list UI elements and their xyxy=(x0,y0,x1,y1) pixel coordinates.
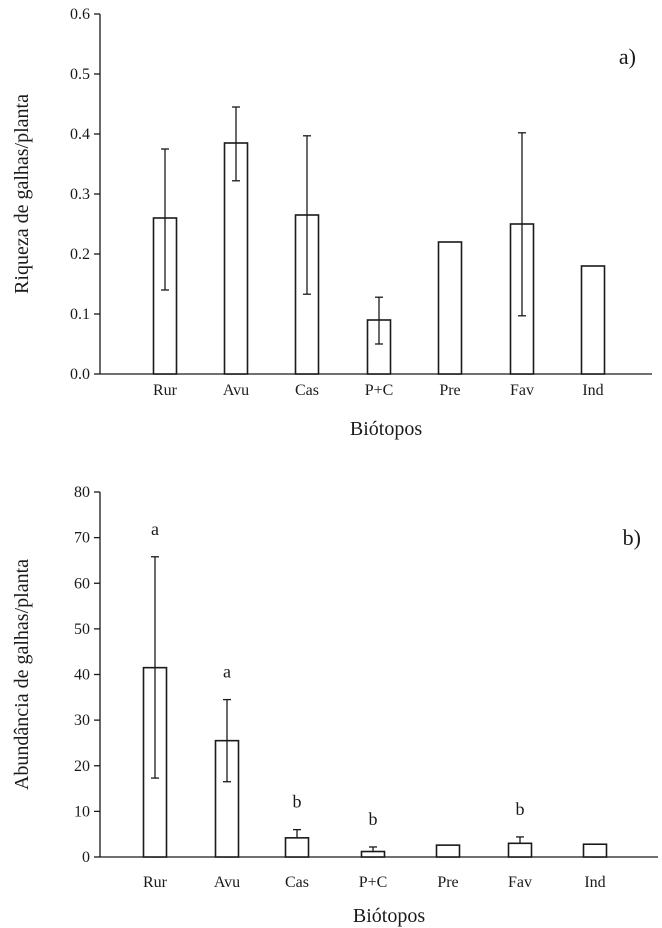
significance-letter: b xyxy=(293,792,302,812)
x-tick-label: P+C xyxy=(365,382,394,399)
y-tick-label: 0.5 xyxy=(70,66,90,83)
y-tick-label: 0.1 xyxy=(70,306,90,323)
panel-label: a) xyxy=(619,44,636,69)
x-axis-title: Biótopos xyxy=(350,418,422,440)
x-axis-title: Biótopos xyxy=(353,905,425,927)
y-tick-label: 10 xyxy=(74,803,90,820)
bar-ind xyxy=(580,265,606,375)
y-tick-label: 40 xyxy=(74,667,90,684)
x-tick-label: Avu xyxy=(214,874,240,891)
significance-letter: a xyxy=(223,662,231,682)
bar-cas xyxy=(284,837,310,858)
x-tick-label: Rur xyxy=(143,874,168,891)
x-tick-label: P+C xyxy=(359,874,388,891)
x-tick-label: Fav xyxy=(510,382,534,399)
y-tick-label: 0.2 xyxy=(70,246,90,263)
panel-a-chart: 0.0 0.1 0.2 0.3 0.4 0.5 0.6 Rur Avu Cas P+C Pre Fav I… xyxy=(11,6,652,440)
y-tick-label: 0.0 xyxy=(70,366,90,383)
bar-pre xyxy=(437,241,463,375)
y-tick-label: 0.3 xyxy=(70,186,90,203)
significance-letter: b xyxy=(369,809,378,829)
x-tick-label: Ind xyxy=(584,874,605,891)
x-tick-label: Rur xyxy=(153,382,178,399)
x-tick-label: Avu xyxy=(223,382,249,399)
y-tick-label: 50 xyxy=(74,621,90,638)
y-tick-label: 30 xyxy=(74,712,90,729)
x-tick-label: Fav xyxy=(508,874,532,891)
x-tick-label: Cas xyxy=(285,874,309,891)
x-tick-label: Ind xyxy=(582,382,603,399)
x-tick-label: Pre xyxy=(437,874,458,891)
significance-letter: b xyxy=(516,799,525,819)
y-tick-label: 60 xyxy=(74,575,90,592)
y-axis-title: Riqueza de galhas/planta xyxy=(11,94,33,294)
bar-p-c xyxy=(360,850,386,858)
y-tick-label: 70 xyxy=(74,530,90,547)
panel-b-chart: 0 10 20 30 40 50 60 70 80 Rur a Avu a Cas b P+C b Pre Fav b… xyxy=(11,484,658,927)
y-tick-label: 0.4 xyxy=(70,126,90,143)
x-tick-label: Pre xyxy=(439,382,460,399)
significance-letter: a xyxy=(151,519,159,539)
panel-label: b) xyxy=(623,525,641,550)
bar-pre xyxy=(435,844,461,858)
y-tick-label: 0 xyxy=(82,849,90,866)
y-tick-label: 20 xyxy=(74,758,90,775)
y-tick-label: 80 xyxy=(74,484,90,501)
y-axis-title: Abundância de galhas/planta xyxy=(11,559,33,790)
bar-fav xyxy=(507,842,533,858)
bar-ind xyxy=(582,843,608,858)
y-tick-label: 0.6 xyxy=(70,6,90,23)
x-tick-label: Cas xyxy=(295,382,319,399)
